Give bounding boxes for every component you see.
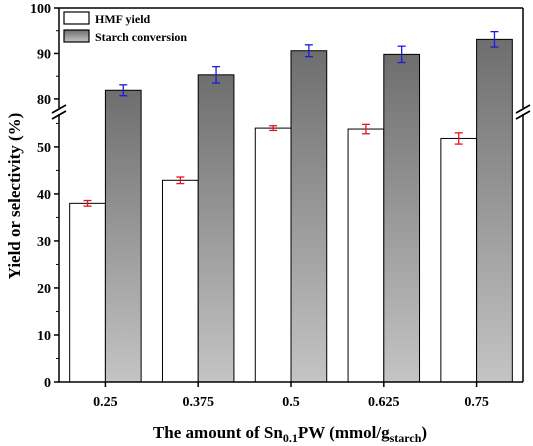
bar-starch-1 (197, 74, 235, 383)
bar-hmf-1 (161, 179, 199, 383)
axis-break-mark-lower-1 (515, 110, 531, 120)
axis-break-mark-upper-0 (51, 104, 67, 114)
bars-layer (69, 38, 513, 383)
legend-swatch-starch (63, 29, 90, 43)
x-tick-label-4: 0.75 (464, 395, 489, 410)
bar-hmf-3 (347, 128, 385, 383)
x-tick-label-0: 0.25 (93, 395, 118, 410)
bar-starch-0 (104, 89, 142, 383)
y-lower-tick-label-4: 40 (37, 188, 51, 203)
bar-starch-2 (290, 50, 328, 383)
y-lower-tick-label-2: 20 (37, 282, 51, 297)
x-tick-label-3: 0.625 (368, 395, 400, 410)
y-axis-title: Yield or selectivity (%) (5, 113, 24, 280)
x-tick-label-1: 0.375 (182, 395, 214, 410)
y-lower-tick-label-0: 0 (44, 376, 51, 391)
x-tick-label-2: 0.5 (282, 395, 300, 410)
legend: HMF yield Starch conversion (63, 11, 187, 44)
x-axis-title: The amount of Sn0.1PW (mmol/gstarch) (153, 423, 427, 445)
legend-swatch-hmf (63, 11, 90, 25)
bar-hmf-0 (69, 202, 106, 383)
error-bars-layer (83, 30, 499, 207)
y-upper-tick-label-0: 80 (37, 93, 51, 108)
y-lower-tick-label-3: 30 (37, 235, 51, 250)
y-upper-tick-label-1: 90 (37, 47, 51, 62)
legend-label-hmf: HMF yield (95, 12, 151, 26)
bar-starch-3 (383, 53, 421, 383)
bar-starch-4 (476, 38, 513, 383)
y-lower-tick-label-1: 10 (37, 329, 51, 344)
bar-hmf-4 (440, 137, 478, 383)
axes-layer: 0.25 0.375 0.5 0.625 0.75 0 10 20 30 40 50 80 90 100 (30, 2, 531, 410)
y-upper-tick-label-2: 100 (30, 2, 51, 17)
axis-break-mark-lower-0 (51, 110, 67, 120)
axis-break-mark-upper-1 (515, 104, 531, 114)
bar-hmf-2 (254, 127, 292, 383)
y-lower-tick-label-5: 50 (37, 141, 51, 156)
legend-label-starch: Starch conversion (95, 30, 187, 44)
